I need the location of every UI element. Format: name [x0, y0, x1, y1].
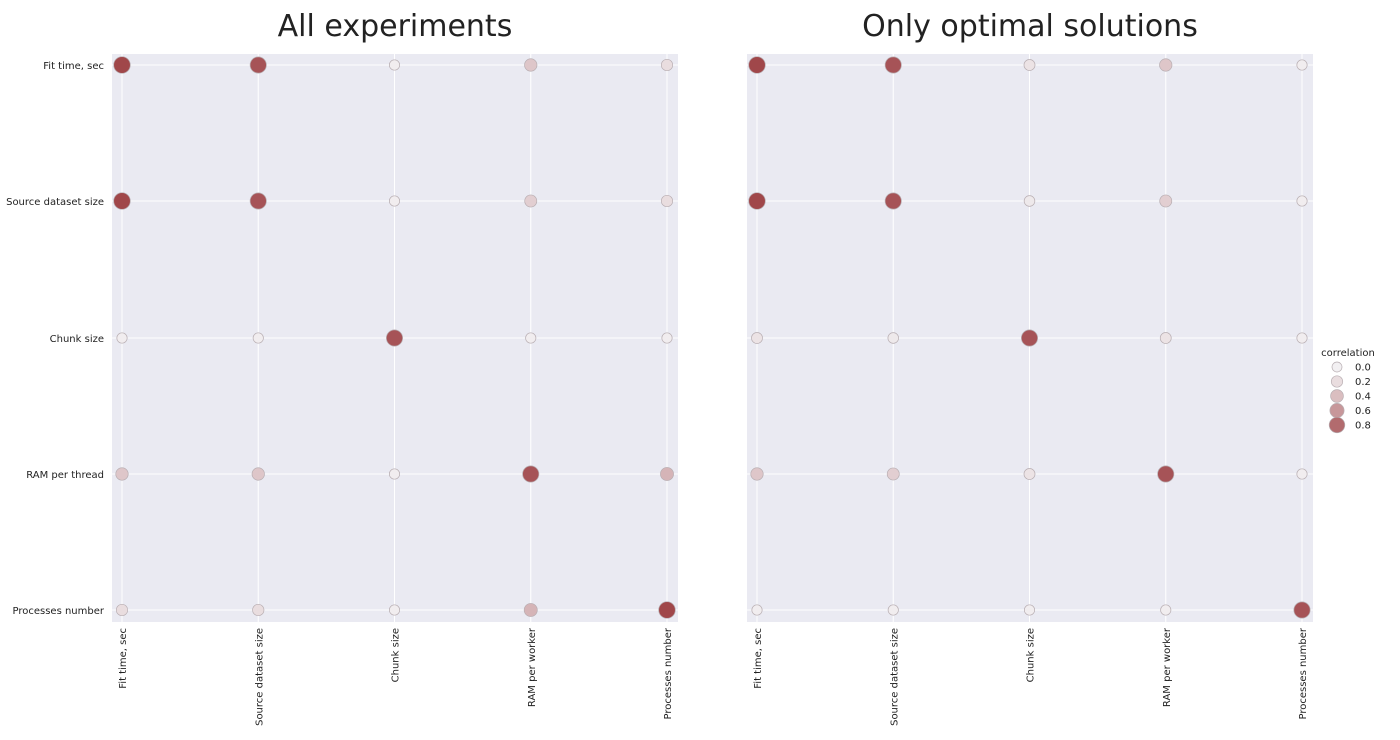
correlation-point: [658, 601, 676, 619]
correlation-point: [1023, 468, 1036, 480]
panel-2: Only optimal solutions Fit time, sec Sourc…: [747, 9, 1313, 726]
correlation-point: [884, 56, 902, 74]
legend-label: 0.8: [1355, 421, 1371, 432]
correlation-point: [1296, 468, 1308, 480]
x-tick-label: RAM per worker: [1162, 627, 1173, 707]
correlation-point: [115, 467, 129, 481]
correlation-point: [748, 192, 766, 210]
correlation-point: [1296, 195, 1308, 207]
y-tick-label: Source dataset size: [6, 197, 104, 208]
correlation-point: [115, 603, 129, 617]
correlation-point: [524, 194, 538, 208]
correlation-point: [388, 195, 401, 207]
x-tick-label: RAM per worker: [527, 627, 538, 707]
correlation-point: [887, 604, 899, 616]
correlation-point: [388, 468, 401, 480]
correlation-point: [524, 58, 538, 72]
correlation-point: [660, 58, 674, 72]
x-tick-label: Chunk size: [1026, 628, 1037, 682]
legend-label: 0.4: [1355, 392, 1371, 403]
panel-title: All experiments: [278, 9, 513, 44]
correlation-point: [525, 332, 537, 344]
legend-title: correlation: [1321, 348, 1375, 359]
legend-label: 0.0: [1355, 363, 1371, 374]
y-tick-label: Fit time, sec: [43, 61, 104, 72]
legend-label: 0.6: [1355, 406, 1371, 417]
correlation-point: [660, 194, 674, 208]
x-tick-label: Fit time, sec: [753, 628, 764, 689]
correlation-point: [249, 56, 267, 74]
x-tick-label: Source dataset size: [254, 628, 265, 726]
y-tick-label: Chunk size: [50, 334, 104, 345]
correlation-point: [113, 56, 131, 74]
legend-marker: [1328, 416, 1346, 434]
correlation-point: [886, 467, 900, 481]
correlation-point: [249, 192, 267, 210]
correlation-point: [884, 192, 902, 210]
correlation-point: [748, 56, 766, 74]
correlation-point: [1160, 604, 1172, 616]
x-tick-label: Fit time, sec: [118, 628, 129, 689]
correlation-point: [751, 332, 763, 344]
correlation-point: [661, 332, 673, 344]
x-tick-label: Chunk size: [391, 628, 402, 682]
correlation-point: [1157, 465, 1175, 483]
correlation-point: [1159, 58, 1173, 72]
legend-marker: [1331, 361, 1343, 373]
legend-marker: [1329, 403, 1345, 418]
panel-1: All experiments Fit time, sec Source datas…: [6, 9, 678, 726]
correlation-point: [388, 59, 401, 71]
x-tick-label: Source dataset size: [889, 628, 900, 726]
correlation-point: [252, 603, 265, 617]
x-tick-label: Processes number: [1298, 627, 1309, 719]
x-tick-label: Processes number: [663, 627, 674, 719]
correlation-point: [388, 604, 401, 616]
correlation-point: [750, 467, 764, 481]
correlation-point: [1296, 59, 1308, 71]
correlation-point: [887, 332, 899, 344]
legend-label: 0.2: [1355, 377, 1371, 388]
correlation-point: [1293, 601, 1311, 619]
panel-title: Only optimal solutions: [862, 9, 1198, 44]
correlation-point: [1159, 194, 1173, 208]
correlation-point: [660, 467, 674, 481]
correlation-point: [1159, 332, 1172, 344]
correlation-point: [386, 329, 404, 347]
correlation-point: [1020, 329, 1038, 347]
correlation-point: [113, 192, 131, 210]
correlation-point: [751, 604, 763, 616]
legend-marker: [1330, 389, 1344, 403]
correlation-point: [1023, 604, 1036, 616]
correlation-point: [251, 467, 265, 481]
legend: correlation 0.0 0.2 0.4 0.6 0.8: [1321, 348, 1375, 434]
correlation-point: [1023, 195, 1036, 207]
correlation-point: [523, 603, 538, 617]
correlation-point: [1296, 332, 1308, 344]
correlation-point: [522, 465, 540, 483]
correlation-point: [1023, 59, 1036, 71]
correlation-point: [252, 332, 264, 344]
correlation-point: [116, 332, 128, 344]
legend-marker: [1330, 375, 1344, 388]
y-tick-label: Processes number: [12, 606, 104, 617]
y-tick-label: RAM per thread: [26, 470, 104, 481]
